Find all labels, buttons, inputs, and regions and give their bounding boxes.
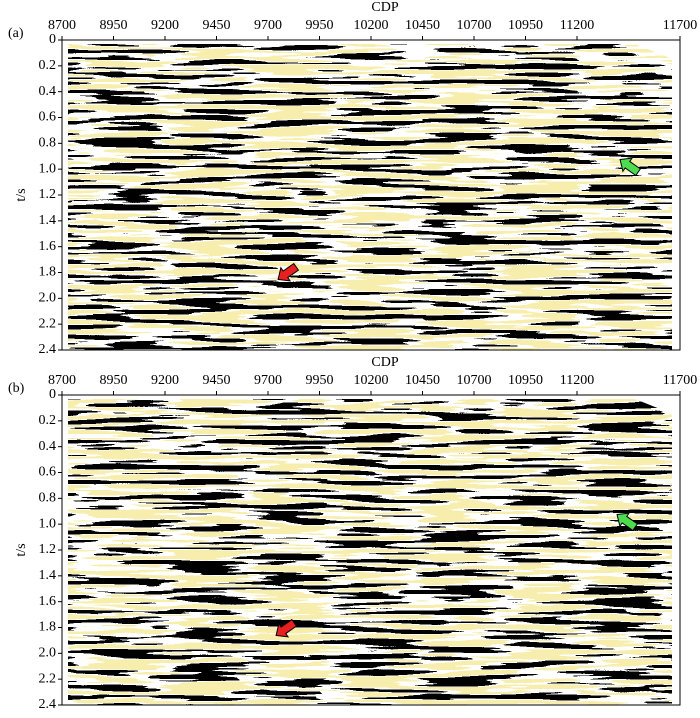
x-tick-label: 9700 bbox=[254, 18, 282, 33]
y-axis-label: t/s bbox=[14, 188, 29, 201]
y-axis-label: t/s bbox=[14, 543, 29, 556]
x-tick-label: 9700 bbox=[254, 373, 282, 388]
x-tick-label: 10450 bbox=[405, 18, 440, 33]
x-axis-label: CDP bbox=[371, 355, 398, 370]
y-tick-label: 2.2 bbox=[39, 671, 57, 686]
x-tick-label: 9450 bbox=[203, 18, 231, 33]
x-tick-label: 10700 bbox=[457, 18, 492, 33]
x-tick-label: 11200 bbox=[560, 373, 594, 388]
y-tick-label: 0 bbox=[49, 387, 56, 402]
red-arrow bbox=[277, 262, 300, 282]
y-tick-label: 1.2 bbox=[39, 187, 57, 202]
x-tick-label: 11700 bbox=[663, 18, 697, 33]
x-tick-label: 8950 bbox=[100, 18, 128, 33]
x-tick-label: 10450 bbox=[405, 373, 440, 388]
x-tick-label: 8700 bbox=[48, 373, 76, 388]
y-tick-label: 1.4 bbox=[39, 213, 57, 228]
x-tick-label: 10950 bbox=[508, 373, 543, 388]
y-tick-label: 0.4 bbox=[39, 84, 57, 99]
y-tick-label: 2.0 bbox=[39, 291, 57, 306]
x-axis-label: CDP bbox=[371, 0, 398, 15]
y-tick-label: 0.2 bbox=[39, 58, 57, 73]
y-tick-label: 1.8 bbox=[39, 265, 57, 280]
x-tick-label: 9200 bbox=[151, 18, 179, 33]
y-tick-label: 0.2 bbox=[39, 413, 57, 428]
x-tick-label: 10200 bbox=[354, 18, 389, 33]
y-tick-label: 1.8 bbox=[39, 620, 57, 635]
y-tick-label: 2.4 bbox=[39, 697, 57, 712]
y-tick-label: 2.2 bbox=[39, 316, 57, 331]
y-tick-label: 1.0 bbox=[39, 516, 57, 531]
x-tick-label: 8700 bbox=[48, 18, 76, 33]
x-tick-label: 9200 bbox=[151, 373, 179, 388]
y-tick-label: 0.6 bbox=[39, 465, 57, 480]
y-tick-label: 2.0 bbox=[39, 646, 57, 661]
y-tick-label: 0.8 bbox=[39, 491, 57, 506]
blank-corner bbox=[625, 40, 680, 62]
panel-label: (a) bbox=[8, 26, 24, 41]
x-tick-label: 11200 bbox=[560, 18, 594, 33]
x-tick-label: 8950 bbox=[100, 373, 128, 388]
x-tick-label: 10700 bbox=[457, 373, 492, 388]
red-arrow bbox=[275, 618, 298, 638]
y-tick-label: 1.6 bbox=[39, 594, 57, 609]
x-tick-label: 9450 bbox=[203, 373, 231, 388]
x-tick-label: 10200 bbox=[354, 373, 389, 388]
y-tick-label: 1.0 bbox=[39, 161, 57, 176]
x-tick-label: 9950 bbox=[306, 18, 334, 33]
y-tick-label: 1.6 bbox=[39, 239, 57, 254]
blank-corner bbox=[625, 395, 680, 417]
panel-label: (b) bbox=[8, 381, 25, 396]
y-tick-label: 2.4 bbox=[39, 342, 57, 357]
y-tick-label: 0 bbox=[49, 32, 56, 47]
seismic-section bbox=[68, 44, 672, 350]
seismic-section bbox=[68, 399, 672, 705]
x-tick-label: 9950 bbox=[306, 373, 334, 388]
green-arrow bbox=[619, 157, 642, 177]
green-arrow bbox=[616, 512, 639, 532]
x-tick-label: 10950 bbox=[508, 18, 543, 33]
y-tick-label: 1.4 bbox=[39, 568, 57, 583]
y-tick-label: 0.8 bbox=[39, 136, 57, 151]
y-tick-label: 1.2 bbox=[39, 542, 57, 557]
y-tick-label: 0.6 bbox=[39, 110, 57, 125]
x-tick-label: 11700 bbox=[663, 373, 697, 388]
y-tick-label: 0.4 bbox=[39, 439, 57, 454]
